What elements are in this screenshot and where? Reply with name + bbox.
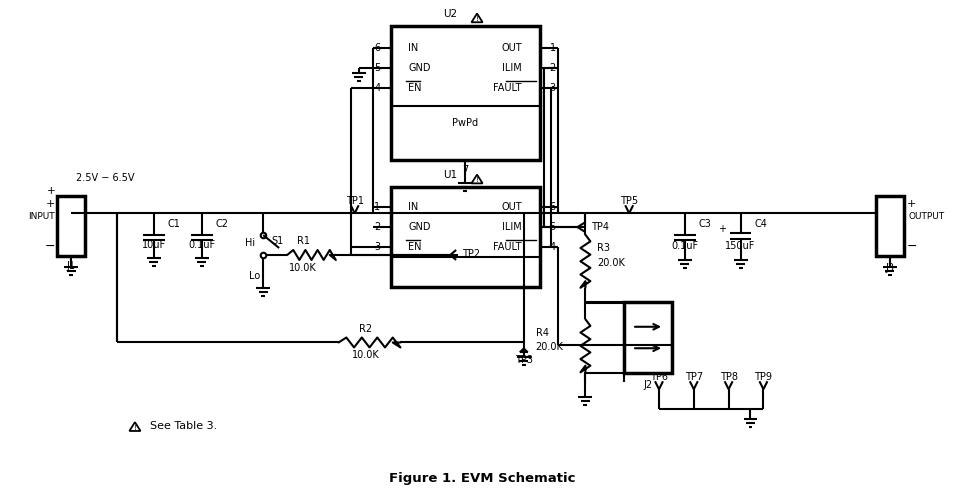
- Text: U1: U1: [443, 170, 457, 180]
- Text: J2: J2: [644, 380, 653, 390]
- Text: −: −: [906, 240, 917, 252]
- Text: +: +: [46, 199, 55, 209]
- Text: 1: 1: [374, 202, 381, 212]
- Text: R2: R2: [360, 324, 372, 334]
- Text: 20.0K: 20.0K: [598, 258, 626, 268]
- Text: ILIM: ILIM: [502, 63, 522, 73]
- Text: 3: 3: [549, 83, 555, 93]
- Text: +: +: [47, 186, 55, 196]
- Text: C3: C3: [699, 219, 711, 229]
- Text: Lo: Lo: [249, 271, 260, 281]
- Text: GND: GND: [409, 63, 431, 73]
- Text: C2: C2: [216, 219, 228, 229]
- Text: C1: C1: [168, 219, 180, 229]
- Text: !: !: [475, 177, 478, 183]
- Text: TP5: TP5: [620, 196, 638, 206]
- Text: J1: J1: [67, 261, 76, 271]
- Text: TP1: TP1: [346, 196, 363, 206]
- Text: C4: C4: [755, 219, 767, 229]
- Text: EN: EN: [409, 242, 422, 252]
- Text: 0.1uF: 0.1uF: [671, 241, 699, 251]
- Text: EN: EN: [409, 83, 422, 93]
- Text: TP4: TP4: [591, 222, 609, 232]
- Text: 6: 6: [374, 43, 381, 53]
- Text: −: −: [45, 240, 55, 252]
- Bar: [58, 196, 85, 256]
- Bar: [390, 187, 540, 287]
- Text: ILIM: ILIM: [502, 222, 522, 232]
- Text: !: !: [133, 425, 136, 431]
- Text: 4: 4: [549, 242, 555, 252]
- Text: 2: 2: [549, 63, 556, 73]
- Text: 2: 2: [374, 222, 381, 232]
- Text: OUTPUT: OUTPUT: [909, 212, 945, 221]
- Bar: [390, 26, 540, 160]
- Text: See Table 3.: See Table 3.: [149, 421, 217, 431]
- Text: TP7: TP7: [684, 373, 703, 382]
- Text: GND: GND: [409, 222, 431, 232]
- Text: PwPd: PwPd: [452, 118, 478, 127]
- Text: TP3: TP3: [515, 356, 533, 366]
- Text: 0.1uF: 0.1uF: [188, 240, 215, 250]
- Text: 10uF: 10uF: [142, 240, 166, 250]
- Text: 2.5V − 6.5V: 2.5V − 6.5V: [76, 173, 135, 183]
- Text: J3: J3: [885, 263, 895, 273]
- Text: S1: S1: [271, 236, 283, 246]
- Text: 10.0K: 10.0K: [352, 351, 380, 361]
- Text: IN: IN: [409, 202, 418, 212]
- Bar: [875, 196, 903, 256]
- Text: U2: U2: [443, 9, 457, 19]
- Text: R4: R4: [536, 328, 549, 338]
- Text: 150uF: 150uF: [725, 241, 756, 251]
- Text: TP8: TP8: [719, 373, 737, 382]
- Text: 6: 6: [549, 202, 555, 212]
- Text: INPUT: INPUT: [28, 212, 54, 221]
- Text: 5: 5: [374, 63, 381, 73]
- Text: +: +: [906, 199, 916, 209]
- Text: 10.0K: 10.0K: [289, 263, 317, 273]
- Text: TP2: TP2: [462, 249, 480, 259]
- Text: OUT: OUT: [501, 43, 522, 53]
- Text: R1: R1: [297, 236, 309, 246]
- Text: 4: 4: [374, 83, 381, 93]
- Text: TP6: TP6: [650, 373, 668, 382]
- Text: TP9: TP9: [755, 373, 772, 382]
- Text: 7: 7: [462, 165, 469, 175]
- Text: OUT: OUT: [501, 202, 522, 212]
- Text: R3: R3: [598, 243, 610, 253]
- Text: FAULT: FAULT: [494, 242, 522, 252]
- Text: 20.0K: 20.0K: [536, 343, 564, 353]
- Text: 3: 3: [374, 242, 381, 252]
- Text: 5: 5: [549, 222, 556, 232]
- Text: IN: IN: [409, 43, 418, 53]
- Bar: [625, 302, 672, 374]
- Text: FAULT: FAULT: [494, 83, 522, 93]
- Text: +: +: [717, 224, 726, 234]
- Text: !: !: [475, 16, 478, 22]
- Text: Figure 1. EVM Schematic: Figure 1. EVM Schematic: [388, 472, 576, 485]
- Text: 1: 1: [549, 43, 555, 53]
- Text: Hi: Hi: [245, 238, 255, 248]
